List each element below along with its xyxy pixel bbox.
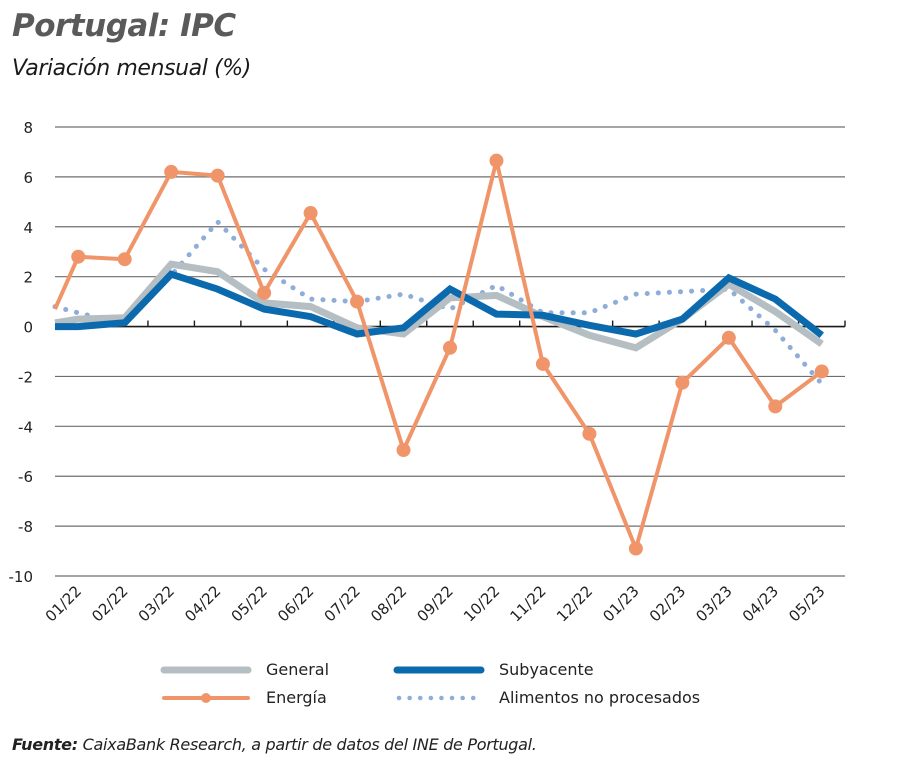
data-point-energia (628, 541, 643, 556)
x-tick-label: 05/23 (785, 582, 828, 625)
series-line-alimentos-no-procesados (52, 218, 825, 387)
x-tick-label: 05/22 (228, 582, 271, 625)
y-tick-label: 0 (23, 319, 33, 337)
series-subyacente (55, 270, 824, 339)
data-point-energia (814, 364, 829, 379)
x-tick-label: 12/22 (553, 582, 596, 625)
source-label: Fuente: (12, 735, 78, 754)
series-line-subyacente (55, 270, 824, 339)
data-point-energia (117, 252, 132, 267)
x-axis (55, 320, 846, 328)
x-axis-tick-labels: 01/22 02/22 03/22 04/22 05/22 06/22 07/22 08/22… (42, 582, 829, 625)
y-tick-label: -8 (18, 518, 33, 536)
x-tick-label: 02/22 (88, 582, 131, 625)
x-tick-label: 03/22 (135, 582, 178, 625)
y-tick-label: -4 (18, 418, 33, 436)
x-tick-label: 11/22 (506, 582, 549, 625)
data-point-energia (257, 285, 272, 300)
y-tick-label: -2 (18, 368, 33, 386)
x-tick-label: 01/23 (599, 582, 642, 625)
y-axis-tick-labels: 8 6 4 2 0 -2 -4 -6 -8 -10 (9, 119, 34, 586)
legend-swatch-subyacente (393, 666, 485, 673)
series-line-energia (53, 158, 824, 551)
data-point-energia (350, 294, 365, 309)
x-tick-label: 10/22 (460, 582, 503, 625)
data-point-energia (489, 153, 504, 168)
data-point-energia (582, 426, 597, 441)
legend-label-energia: Energía (266, 688, 327, 707)
data-point-energia (675, 375, 690, 390)
data-point-energia (396, 443, 411, 458)
legend-swatch-general (160, 666, 252, 673)
x-tick-label: 06/22 (274, 582, 317, 625)
x-tick-label: 03/23 (692, 582, 735, 625)
x-tick-label: 02/23 (646, 582, 689, 625)
series-lines (52, 153, 829, 556)
legend-item-alimentos: Alimentos no procesados (393, 688, 700, 707)
legend-item-subyacente: Subyacente (393, 660, 594, 679)
legend-swatch-alimentos (396, 695, 484, 700)
y-tick-label: 6 (23, 169, 33, 187)
data-point-energia (768, 399, 783, 414)
legend-label-subyacente: Subyacente (499, 660, 594, 679)
data-point-energia (721, 330, 736, 345)
chart-subtitle: Variación mensual (%) (12, 56, 251, 81)
source-text: CaixaBank Research, a partir de datos de… (77, 735, 537, 754)
gridlines (55, 126, 845, 577)
x-tick-label: 08/22 (367, 582, 410, 625)
data-point-energia (303, 206, 318, 221)
data-point-energia (535, 356, 550, 371)
data-point-energia (210, 168, 225, 183)
y-tick-label: 8 (23, 119, 33, 137)
legend-item-general: General (160, 660, 329, 679)
x-tick-label: 04/22 (181, 582, 224, 625)
x-tick-label: 07/22 (321, 582, 364, 625)
y-tick-label: -6 (18, 468, 33, 486)
chart-title: Portugal: IPC (12, 8, 236, 44)
x-tick-label: 01/22 (42, 582, 85, 625)
legend-swatch-energia (162, 692, 250, 703)
source-note: Fuente: CaixaBank Research, a partir de … (12, 735, 537, 754)
y-tick-label: 4 (23, 219, 33, 237)
data-point-energia (164, 164, 179, 179)
legend-label-alimentos: Alimentos no procesados (499, 688, 701, 707)
x-tick-label: 04/23 (739, 582, 782, 625)
data-point-energia (443, 340, 457, 355)
data-point-energia (71, 249, 86, 264)
series-alimentos-no-procesados (52, 218, 825, 387)
series-energia (53, 153, 829, 556)
y-tick-label: -10 (9, 568, 34, 586)
legend-item-energia: Energía (160, 688, 327, 707)
legend: General Subyacente Energía Alimentos no … (160, 660, 800, 714)
y-tick-label: 2 (23, 269, 33, 287)
x-tick-label: 09/22 (414, 582, 457, 625)
legend-label-general: General (266, 660, 330, 679)
